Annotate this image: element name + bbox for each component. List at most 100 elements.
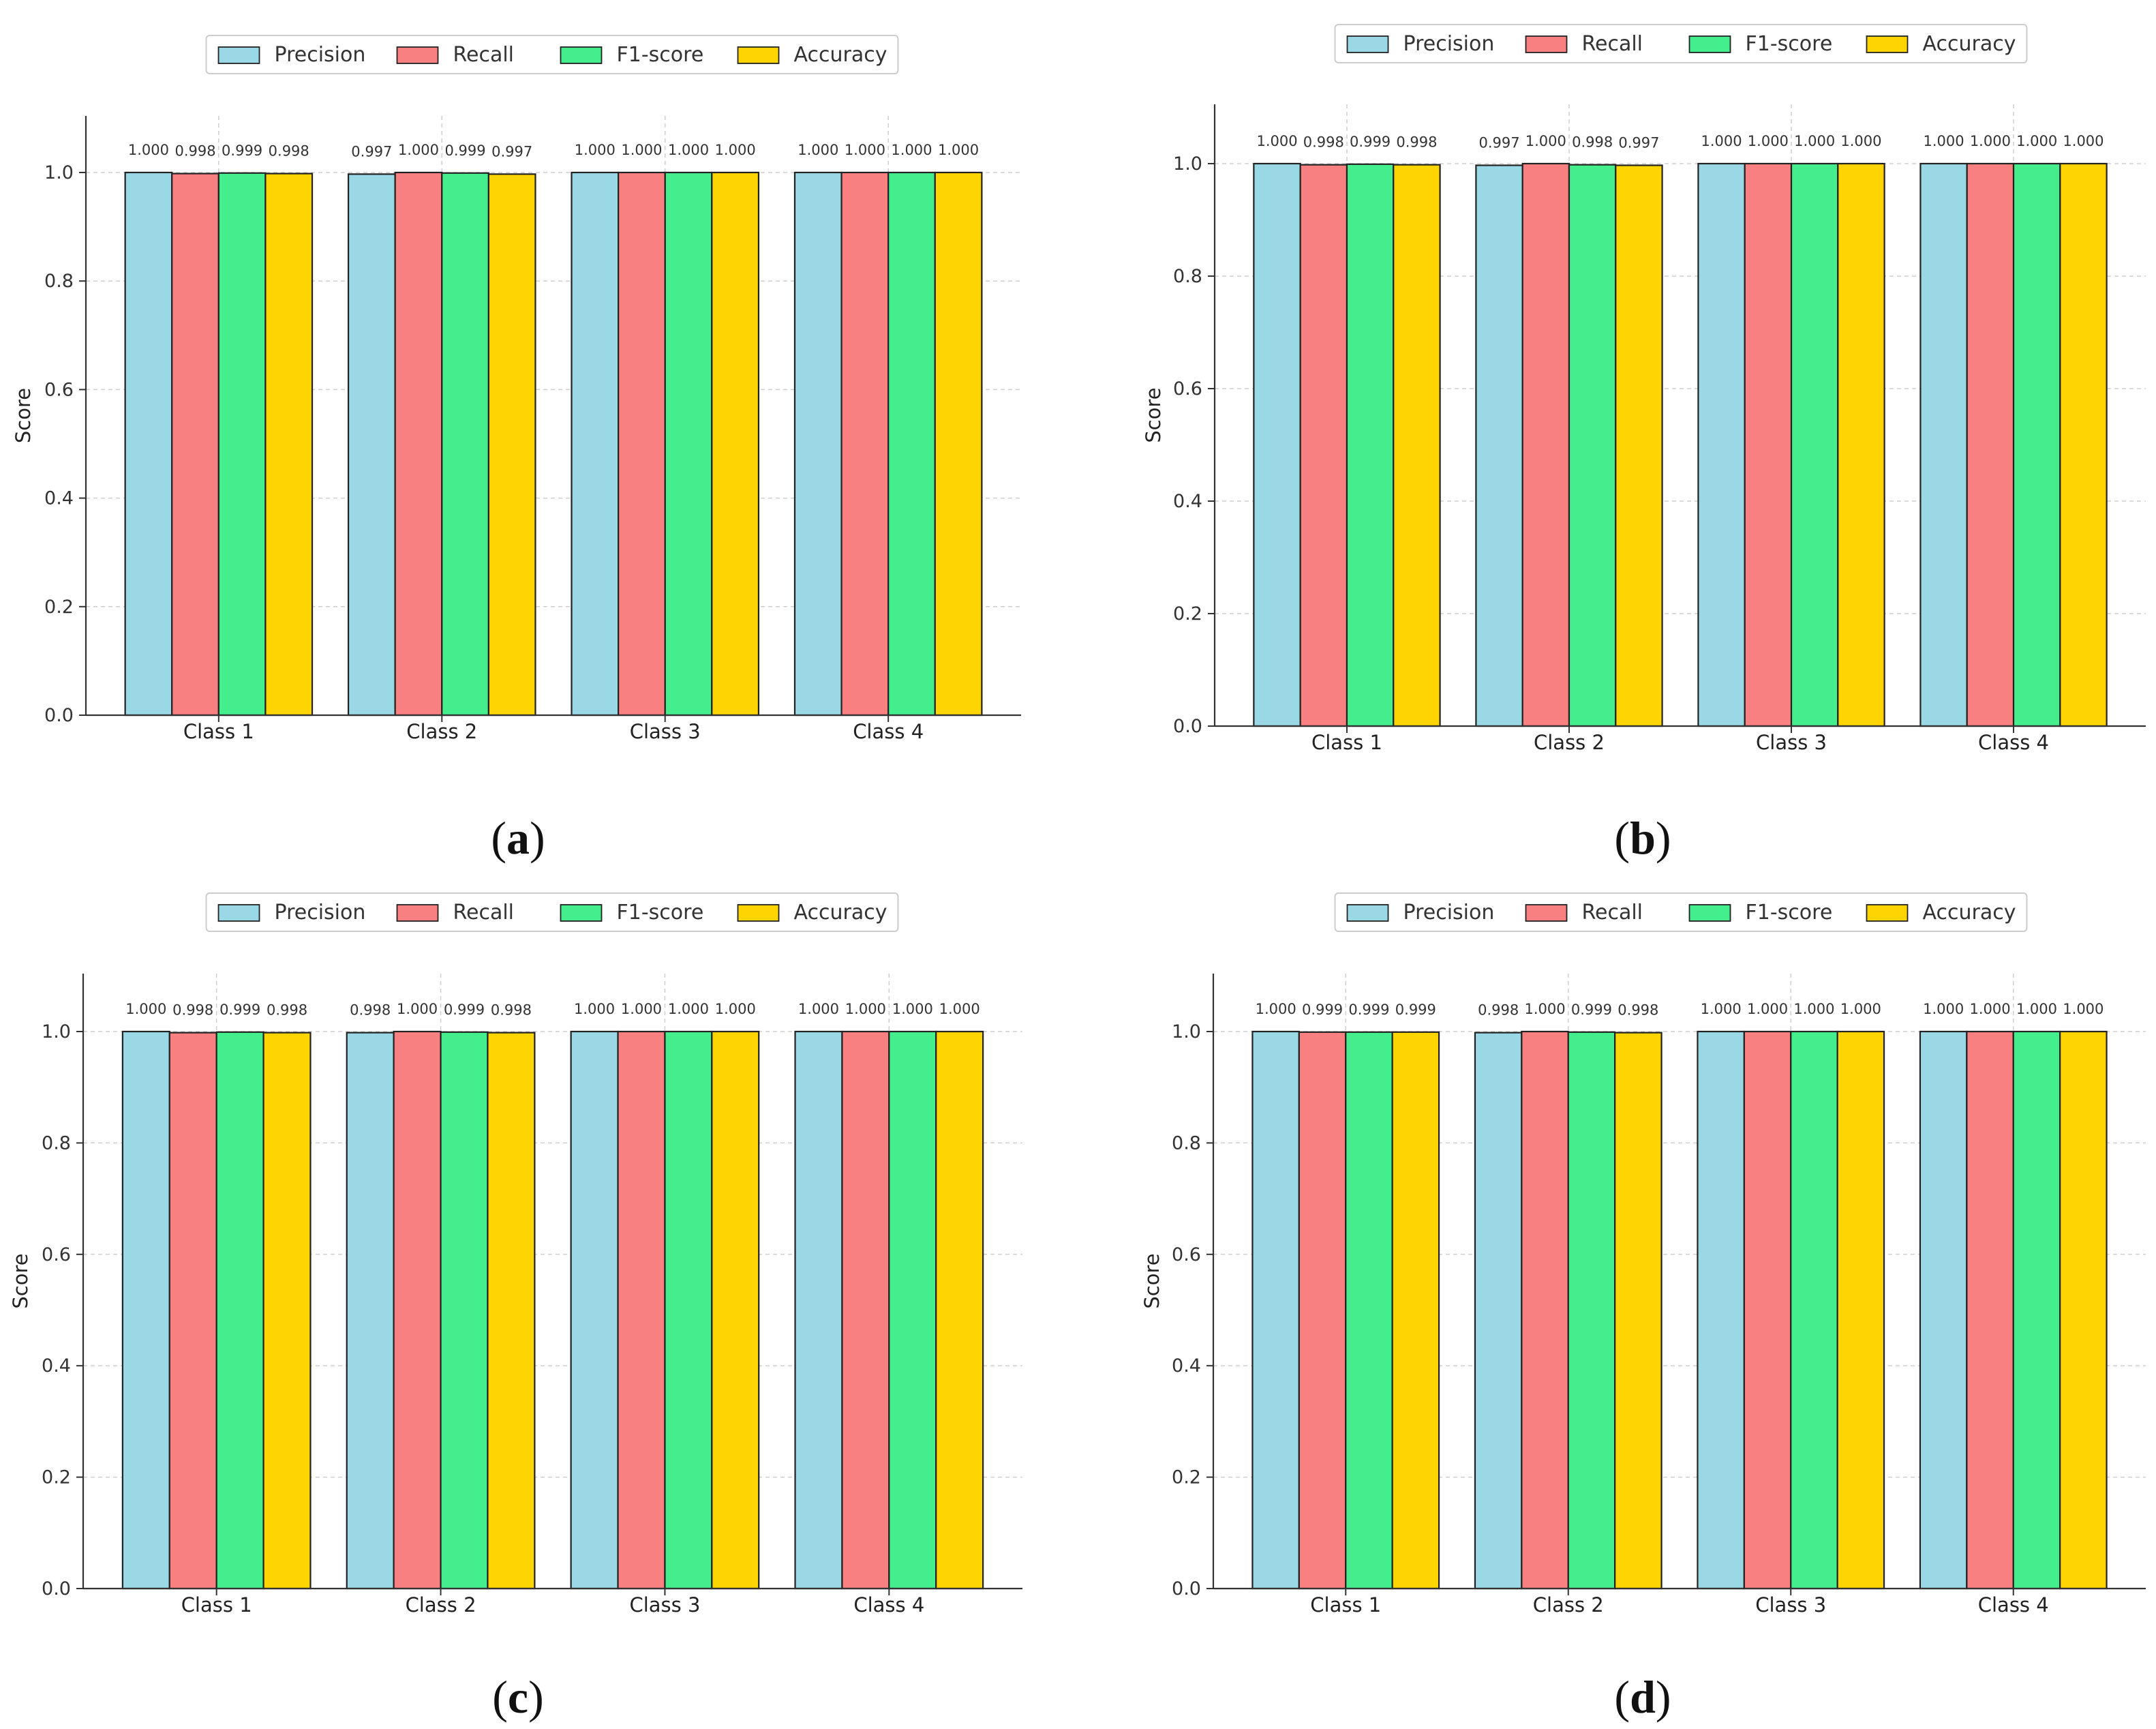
bar-recall-class-1 <box>168 1032 217 1590</box>
data-label: 1.000 <box>1924 133 1964 149</box>
bar-recall-class-3 <box>1744 162 1793 727</box>
bar-f1-score-class-2 <box>441 172 489 717</box>
x-tick-label: Class 3 <box>630 720 701 743</box>
data-label: 1.000 <box>1747 1001 1788 1017</box>
x-tick-label: Class 4 <box>853 720 924 743</box>
bar-f1-score-class-3 <box>664 171 713 717</box>
bar-recall-class-2 <box>1521 162 1570 727</box>
data-label: 1.000 <box>397 1001 438 1017</box>
data-label: 0.998 <box>350 1002 391 1019</box>
data-label: 0.998 <box>172 1002 213 1019</box>
bar-precision-class-2 <box>346 1032 395 1590</box>
y-tick-label: 0.2 <box>42 1467 71 1488</box>
legend: Precision Recall F1-score Accuracy <box>1334 24 2028 63</box>
data-label: 0.998 <box>1396 134 1437 151</box>
bar-accuracy-class-2 <box>1614 1032 1662 1590</box>
y-tick-label: 0.0 <box>1173 716 1202 737</box>
chart-panel-1: 0.0 0.2 0.4 0.6 0.8 1.0 1.000 0.998 0.999 0.998 Cl… <box>12 35 1021 743</box>
y-tick-label: 0.4 <box>1173 491 1202 512</box>
data-label: 1.000 <box>668 1001 709 1017</box>
data-label: 1.000 <box>798 142 838 158</box>
data-label: 1.000 <box>938 142 979 158</box>
legend-label-f1-score: F1-score <box>1746 32 1833 56</box>
data-label: 1.000 <box>845 1001 886 1017</box>
bar-accuracy-class-2 <box>487 1032 536 1590</box>
data-label: 0.998 <box>491 1002 532 1019</box>
legend-swatch-precision <box>1346 35 1389 53</box>
y-tick-label: 1.0 <box>1172 1021 1201 1042</box>
x-tick-label: Class 1 <box>1311 731 1382 754</box>
bar-recall-class-4 <box>841 1030 890 1590</box>
data-label: 1.000 <box>1969 1001 2010 1017</box>
data-label: 0.999 <box>1350 134 1391 150</box>
data-label: 1.000 <box>621 1001 662 1017</box>
legend-label-accuracy: Accuracy <box>1923 901 2016 924</box>
data-label: 0.999 <box>219 1002 260 1018</box>
bar-precision-class-2 <box>1475 164 1523 727</box>
bar-f1-score-class-3 <box>664 1030 713 1590</box>
legend-box <box>205 35 899 74</box>
legend-swatch-recall <box>396 46 439 64</box>
legend-swatch-accuracy <box>1866 35 1909 53</box>
y-tick-label: 0.0 <box>44 705 74 726</box>
y-tick-label: 0.8 <box>1173 266 1202 287</box>
bar-precision-class-3 <box>571 171 620 717</box>
legend-label-precision: Precision <box>1403 901 1495 924</box>
legend-swatch-recall <box>396 904 439 922</box>
panel-label: (a) <box>491 812 545 864</box>
legend-label-recall: Recall <box>1582 901 1643 924</box>
data-label: 1.000 <box>1701 1001 1742 1017</box>
data-label: 0.997 <box>1478 134 1519 151</box>
y-tick-label: 0.6 <box>1172 1244 1201 1265</box>
legend-box <box>205 892 899 932</box>
legend-swatch-accuracy <box>1866 904 1909 922</box>
legend-label-accuracy: Accuracy <box>794 43 887 67</box>
chart-panel-3: 0.0 0.2 0.4 0.6 0.8 1.0 1.000 0.998 0.999 0.998 Cl… <box>9 892 1022 1617</box>
y-tick-label: 0.6 <box>44 379 74 400</box>
bar-precision-class-3 <box>1697 162 1746 727</box>
data-label: 1.000 <box>1256 1001 1296 1017</box>
data-label: 0.999 <box>222 142 262 159</box>
data-label: 1.000 <box>2063 1001 2104 1017</box>
legend-swatch-recall <box>1525 35 1568 53</box>
bar-recall-class-4 <box>1966 1030 2014 1590</box>
legend-swatch-f1-score <box>1688 904 1731 922</box>
bar-accuracy-class-4 <box>934 171 983 717</box>
data-label: 0.999 <box>444 1002 485 1018</box>
bar-recall-class-2 <box>394 171 443 717</box>
legend-box <box>1334 24 2028 63</box>
data-label: 1.000 <box>575 142 616 158</box>
legend-swatch-precision <box>1346 904 1389 922</box>
panel-label: (b) <box>1614 812 1671 864</box>
legend-label-recall: Recall <box>453 901 515 924</box>
data-label: 1.000 <box>715 1001 756 1017</box>
bar-precision-class-3 <box>570 1030 619 1590</box>
data-label: 1.000 <box>2063 133 2104 149</box>
bar-precision-class-3 <box>1697 1030 1745 1590</box>
data-label: 1.000 <box>1524 1001 1565 1017</box>
y-tick-label: 0.6 <box>42 1244 71 1265</box>
data-label: 0.998 <box>1618 1002 1658 1019</box>
bar-accuracy-class-4 <box>2059 1030 2108 1590</box>
data-label: 1.000 <box>1970 133 2011 149</box>
data-label: 1.000 <box>2016 133 2057 149</box>
bar-recall-class-2 <box>1521 1030 1569 1590</box>
bar-recall-class-4 <box>840 171 890 717</box>
bar-recall-class-3 <box>1743 1030 1792 1590</box>
y-axis-label: Score <box>12 388 35 443</box>
x-tick-label: Class 1 <box>181 1593 252 1617</box>
bar-accuracy-class-4 <box>2059 162 2108 727</box>
y-axis-label: Score <box>1142 387 1165 442</box>
data-label: 1.000 <box>398 142 439 158</box>
x-tick-label: Class 3 <box>1755 1593 1826 1617</box>
y-tick-label: 0.8 <box>1172 1132 1201 1154</box>
x-tick-label: Class 1 <box>1310 1593 1381 1617</box>
bar-accuracy-class-1 <box>1391 1031 1440 1590</box>
data-label: 0.997 <box>351 143 392 160</box>
legend-swatch-accuracy <box>737 904 780 922</box>
bar-accuracy-class-1 <box>262 1032 312 1590</box>
x-tick-label: Class 3 <box>629 1593 700 1617</box>
y-tick-label: 1.0 <box>1173 153 1202 175</box>
y-tick-label: 1.0 <box>44 162 74 183</box>
data-label: 0.998 <box>1303 134 1344 151</box>
